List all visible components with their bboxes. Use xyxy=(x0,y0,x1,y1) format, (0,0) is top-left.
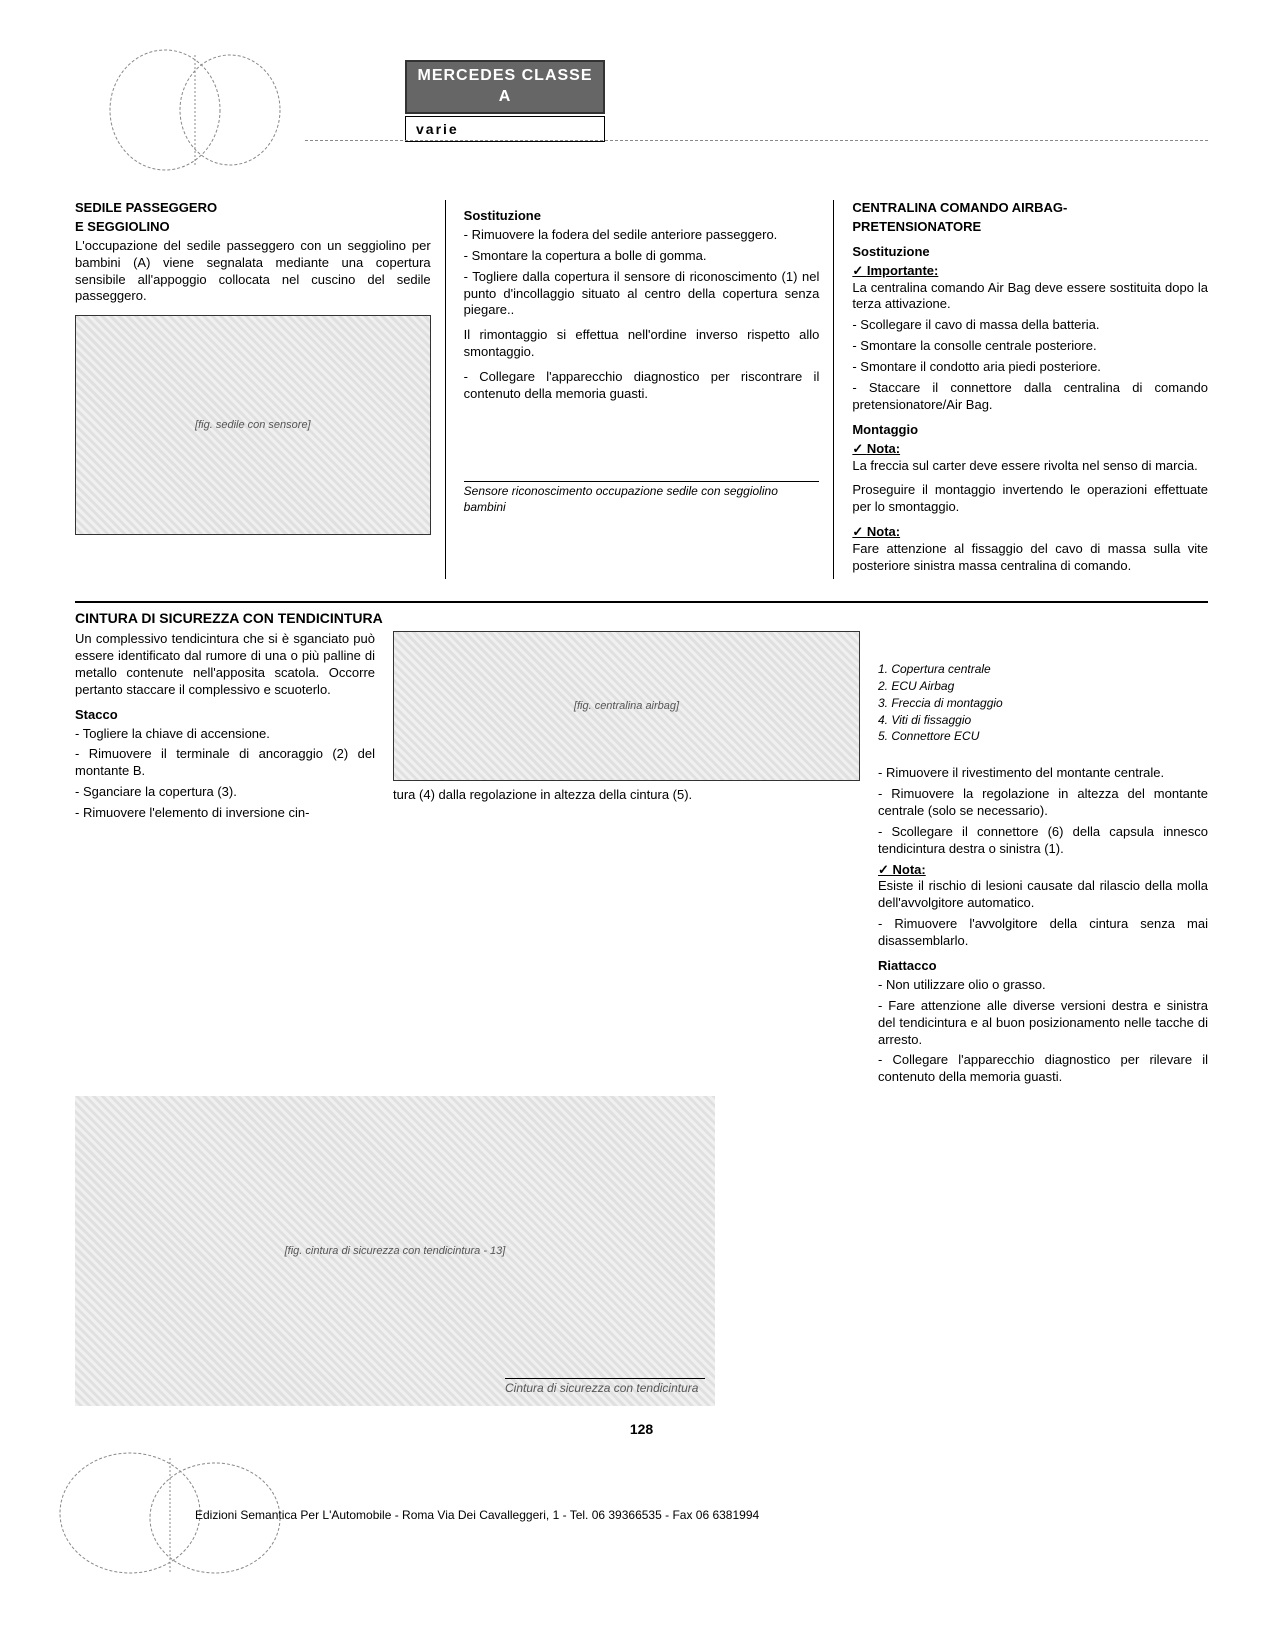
figure-seat-belt: [fig. cintura di sicurezza con tendicint… xyxy=(75,1096,715,1406)
s2-s1: - Togliere la chiave di accensione. xyxy=(75,726,375,743)
column-1: SEDILE PASSEGGERO E SEGGIOLINO L'occupaz… xyxy=(75,200,446,579)
section2-row-top: Un complessivo tendicintura che si è sga… xyxy=(75,631,1208,1090)
page-header: MERCEDES CLASSE A varie xyxy=(75,40,1208,180)
legend-1: 1. Copertura centrale xyxy=(878,661,1208,678)
section-label: varie xyxy=(405,116,605,142)
col1-p1: L'occupazione del sedile passeggero con … xyxy=(75,238,431,306)
section2-title: CINTURA DI SICUREZZA CON TENDICINTURA xyxy=(75,609,1208,627)
s2-s4: - Rimuovere l'elemento di inversione cin… xyxy=(75,805,375,822)
col3-title-l2: PRETENSIONATORE xyxy=(852,219,1208,236)
col2-p1: - Rimuovere la fodera del sedile anterio… xyxy=(464,227,820,244)
legend-2: 2. ECU Airbag xyxy=(878,678,1208,695)
col3-title-l1: CENTRALINA COMANDO AIRBAG- xyxy=(852,200,1208,217)
legend-3: 3. Freccia di montaggio xyxy=(878,695,1208,712)
s2-s2: - Rimuovere il terminale di ancoraggio (… xyxy=(75,746,375,780)
section2-left: Un complessivo tendicintura che si è sga… xyxy=(75,631,375,1090)
page-footer: Edizioni Semantica Per L'Automobile - Ro… xyxy=(75,1448,1208,1588)
column-3: CENTRALINA COMANDO AIRBAG- PRETENSIONATO… xyxy=(852,200,1208,579)
col3-p3: - Smontare la consolle centrale posterio… xyxy=(852,338,1208,355)
col2-p3: - Togliere dalla copertura il sensore di… xyxy=(464,269,820,320)
col3-note3: Nota: xyxy=(852,524,900,541)
column-2: Sostituzione - Rimuovere la fodera del s… xyxy=(464,200,835,579)
col2-p5: - Collegare l'apparecchio diagnostico pe… xyxy=(464,369,820,403)
col2-p2: - Smontare la copertura a bolle di gomma… xyxy=(464,248,820,265)
col1-title-l1: SEDILE PASSEGGERO xyxy=(75,200,431,217)
section2-mid-top: [fig. centralina airbag] tura (4) dalla … xyxy=(393,631,860,1090)
title-box: MERCEDES CLASSE A varie xyxy=(405,60,605,142)
figure-seat-sensor: [fig. sedile con sensore] xyxy=(75,315,431,535)
s2-note: Nota: xyxy=(878,862,926,879)
col1-title-l2: E SEGGIOLINO xyxy=(75,219,431,236)
col3-h1: Sostituzione xyxy=(852,244,1208,261)
s2-r6: - Non utilizzare olio o grasso. xyxy=(878,977,1208,994)
col3-p5: - Staccare il connettore dalla centralin… xyxy=(852,380,1208,414)
section-cintura: CINTURA DI SICUREZZA CON TENDICINTURA Un… xyxy=(75,601,1208,1406)
fig1-alt: [fig. sedile con sensore] xyxy=(195,418,311,432)
decorative-oval-top xyxy=(105,40,285,180)
s2-r1: - Rimuovere il rivestimento del montante… xyxy=(878,765,1208,782)
section2-row-bottom: [fig. cintura di sicurezza con tendicint… xyxy=(75,1096,1208,1406)
col2-caption: Sensore riconoscimento occupazione sedil… xyxy=(464,481,820,515)
col2-p4: Il rimontaggio si effettua nell'ordine i… xyxy=(464,327,820,361)
page-number: 128 xyxy=(75,1420,1208,1438)
legend-list: 1. Copertura centrale 2. ECU Airbag 3. F… xyxy=(878,661,1208,745)
s2-r4: Esiste il rischio di lesioni causate dal… xyxy=(878,878,1208,912)
s2-intro: Un complessivo tendicintura che si è sga… xyxy=(75,631,375,699)
s2-r7: - Fare attenzione alle diverse versioni … xyxy=(878,998,1208,1049)
col2-h1: Sostituzione xyxy=(464,208,820,225)
col3-note2: Nota: xyxy=(852,441,900,458)
col3-note1: Importante: xyxy=(852,263,938,280)
s2-mid1: tura (4) dalla regolazione in altezza de… xyxy=(393,787,860,804)
figure-ecu-airbag: [fig. centralina airbag] xyxy=(393,631,860,781)
s2-riattacco: Riattacco xyxy=(878,958,1208,975)
s2-r2: - Rimuovere la regolazione in altezza de… xyxy=(878,786,1208,820)
col3-p8: Fare attenzione al fissaggio del cavo di… xyxy=(852,541,1208,575)
s2-r3: - Scollegare il connettore (6) della cap… xyxy=(878,824,1208,858)
footer-text: Edizioni Semantica Per L'Automobile - Ro… xyxy=(195,1508,1208,1524)
s2-r5: - Rimuovere l'avvolgitore della cintura … xyxy=(878,916,1208,950)
col3-h2: Montaggio xyxy=(852,422,1208,439)
col3-p7: Proseguire il montaggio invertendo le op… xyxy=(852,482,1208,516)
top-columns: SEDILE PASSEGGERO E SEGGIOLINO L'occupaz… xyxy=(75,200,1208,579)
col3-p6: La freccia sul carter deve essere rivolt… xyxy=(852,458,1208,475)
fig3-alt: [fig. cintura di sicurezza con tendicint… xyxy=(285,1244,506,1258)
col3-p4: - Smontare il condotto aria piedi poster… xyxy=(852,359,1208,376)
s2-s3: - Sganciare la copertura (3). xyxy=(75,784,375,801)
legend-5: 5. Connettore ECU xyxy=(878,728,1208,745)
brand-badge: MERCEDES CLASSE A xyxy=(405,60,605,114)
s2-stacco: Stacco xyxy=(75,707,375,724)
s2-r8: - Collegare l'apparecchio diagnostico pe… xyxy=(878,1052,1208,1086)
col3-p1: La centralina comando Air Bag deve esser… xyxy=(852,280,1208,314)
col3-p2: - Scollegare il cavo di massa della batt… xyxy=(852,317,1208,334)
fig3-caption: Cintura di sicurezza con tendicintura xyxy=(505,1378,705,1397)
section2-right-top: 1. Copertura centrale 2. ECU Airbag 3. F… xyxy=(878,631,1208,1090)
header-divider xyxy=(305,140,1208,141)
fig2-alt: [fig. centralina airbag] xyxy=(574,699,679,713)
legend-4: 4. Viti di fissaggio xyxy=(878,712,1208,729)
